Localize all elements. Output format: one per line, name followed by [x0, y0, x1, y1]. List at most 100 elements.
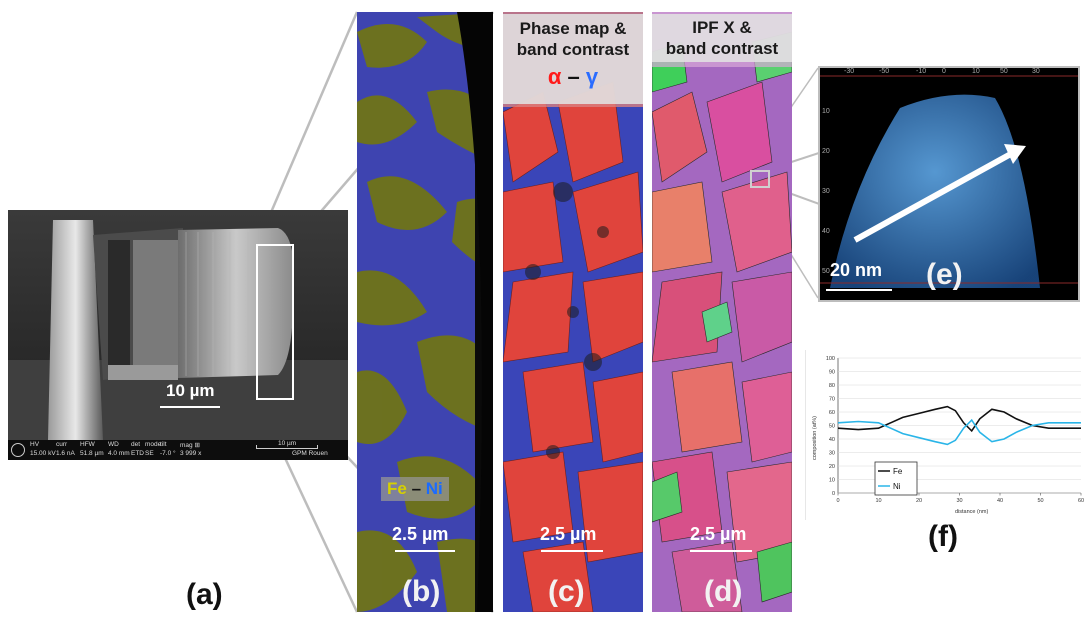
x-tick-label: 60: [1078, 498, 1084, 504]
ni-legend-label: Ni: [425, 479, 443, 498]
y-tick-label: 40: [829, 437, 835, 443]
phase-dash: –: [561, 64, 586, 89]
region-of-interest-box: [256, 244, 294, 400]
panel-label-a: (a): [186, 578, 223, 611]
fe-legend-label: Fe: [387, 479, 407, 498]
ipf-title-line1: IPF X &: [692, 18, 752, 37]
apt-side-tick: 10: [822, 108, 830, 115]
apt-tick: 50: [1000, 68, 1008, 75]
databar-header: mag ⊞: [180, 442, 200, 449]
fe-ni-legend: Fe – Ni: [381, 477, 449, 501]
fe-ni-scale-arrow: [395, 550, 455, 552]
sem-scale-text: 10 µm: [166, 381, 215, 400]
x-tick-label: 10: [875, 498, 881, 504]
databar-value: 3 999 x: [180, 450, 202, 457]
ipf-scale-arrow: [690, 550, 752, 552]
y-tick-label: 90: [829, 370, 835, 376]
databar-value: 4.0 mm: [108, 450, 130, 457]
fe-ni-map-graphic: [357, 12, 493, 612]
apt-tick: 10: [972, 68, 980, 75]
chart-ylabel: composition (at%): [812, 416, 818, 460]
apt-scale-arrow: [826, 289, 892, 291]
ipf-map-header: IPF X & band contrast: [652, 14, 792, 62]
apt-volume-graphic: [820, 75, 1078, 289]
databar-header: tilt: [160, 441, 167, 448]
databar-header: mode: [145, 441, 162, 448]
y-tick-label: 0: [832, 491, 835, 497]
phase-map-scale-arrow: [541, 550, 603, 552]
y-tick-label: 80: [829, 383, 835, 389]
databar-lab: GPM Rouen: [292, 450, 328, 457]
databar-header: WD: [108, 441, 119, 448]
ipf-map-graphic: [652, 12, 792, 612]
chart-legend: Fe Ni: [874, 461, 918, 496]
phase-map-panel: [503, 12, 643, 612]
apt-top-ticks: -30 -50 -10 0 10 50 30: [834, 68, 1074, 80]
databar-value: 15.00 kV: [30, 450, 56, 457]
fei-logo-icon: [11, 443, 25, 457]
series-line-ni: [837, 418, 1081, 446]
databar-value: 1.6 nA: [56, 450, 75, 457]
phase-map-scale-text: 2.5 µm: [540, 524, 597, 544]
panel-label-f: (f): [928, 520, 958, 553]
y-tick-label: 10: [829, 478, 835, 484]
apt-tick: -50: [879, 68, 890, 75]
panel-label-e: (e): [926, 258, 963, 291]
apt-tick: 30: [1032, 68, 1040, 75]
x-tick-label: 50: [1037, 498, 1043, 504]
phase-map-title-line1: Phase map &: [519, 19, 627, 38]
y-tick-label: 100: [826, 356, 835, 362]
y-tick-label: 20: [829, 464, 835, 470]
apt-side-tick: 30: [822, 188, 830, 195]
ipf-title-line2: band contrast: [665, 39, 779, 58]
ipf-scale-text: 2.5 µm: [690, 524, 747, 544]
databar-value: -7.0 °: [160, 450, 176, 457]
legend-dash: –: [406, 479, 426, 498]
databar-header: curr: [56, 441, 68, 448]
composition-profile-chart: 0 10 20 30 40 50 60 70 80 90 100 0 10 20 30 40 50 60 com…: [805, 350, 1084, 520]
gamma-phase-label: γ: [585, 64, 599, 89]
x-tick-label: 40: [997, 498, 1003, 504]
databar-value: SE: [145, 450, 154, 457]
sem-scale-arrow: [160, 406, 220, 408]
apt-side-tick: 40: [822, 228, 830, 235]
databar-header: HV: [30, 441, 40, 448]
x-tick-label: 30: [956, 498, 962, 504]
y-tick-label: 70: [829, 397, 835, 403]
alpha-phase-label: α: [547, 64, 562, 89]
panel-label-d: (d): [704, 575, 743, 608]
legend-fe: Fe: [893, 467, 903, 476]
panel-label-c: (c): [548, 575, 585, 608]
y-tick-label: 50: [829, 424, 835, 430]
apt-reconstruction-panel: -30 -50 -10 0 10 50 30 10 20 30 40 50: [818, 66, 1080, 302]
databar-value: ETD: [131, 450, 144, 457]
x-tick-label: 0: [836, 498, 839, 504]
databar-scalebar-text: 10 µm: [278, 440, 297, 447]
apt-side-tick: 20: [822, 148, 830, 155]
apt-tick: -10: [916, 68, 927, 75]
phase-map-title-line2: band contrast: [516, 40, 630, 59]
sem-databar: HV curr HFW WD det mode tilt mag ⊞ 15.00…: [8, 440, 348, 460]
phase-map-header: Phase map & band contrast α – γ: [503, 14, 643, 104]
sem-lamella-graphic: [8, 210, 348, 460]
sem-image-panel: [8, 210, 348, 460]
y-tick-label: 30: [829, 451, 835, 457]
databar-header: HFW: [80, 441, 95, 448]
phase-legend: α – γ: [503, 63, 643, 91]
series-line-fe: [837, 405, 1081, 433]
ipf-map-panel: [652, 12, 792, 612]
apt-tick: 0: [942, 68, 946, 75]
apt-scale-text: 20 nm: [830, 260, 883, 280]
apt-side-tick: 50: [822, 268, 830, 275]
legend-ni: Ni: [893, 482, 901, 491]
apt-tick: -30: [844, 68, 855, 75]
apt-location-box: [750, 170, 770, 188]
apt-side-ticks: 10 20 30 40 50: [822, 88, 834, 288]
fe-ni-map-panel: [357, 12, 493, 612]
databar-header: det: [131, 441, 141, 448]
panel-label-b: (b): [402, 575, 441, 608]
y-tick-label: 60: [829, 410, 835, 416]
x-tick-label: 20: [916, 498, 922, 504]
databar-value: 51.8 µm: [80, 450, 104, 457]
databar-scalebar: [256, 445, 318, 449]
